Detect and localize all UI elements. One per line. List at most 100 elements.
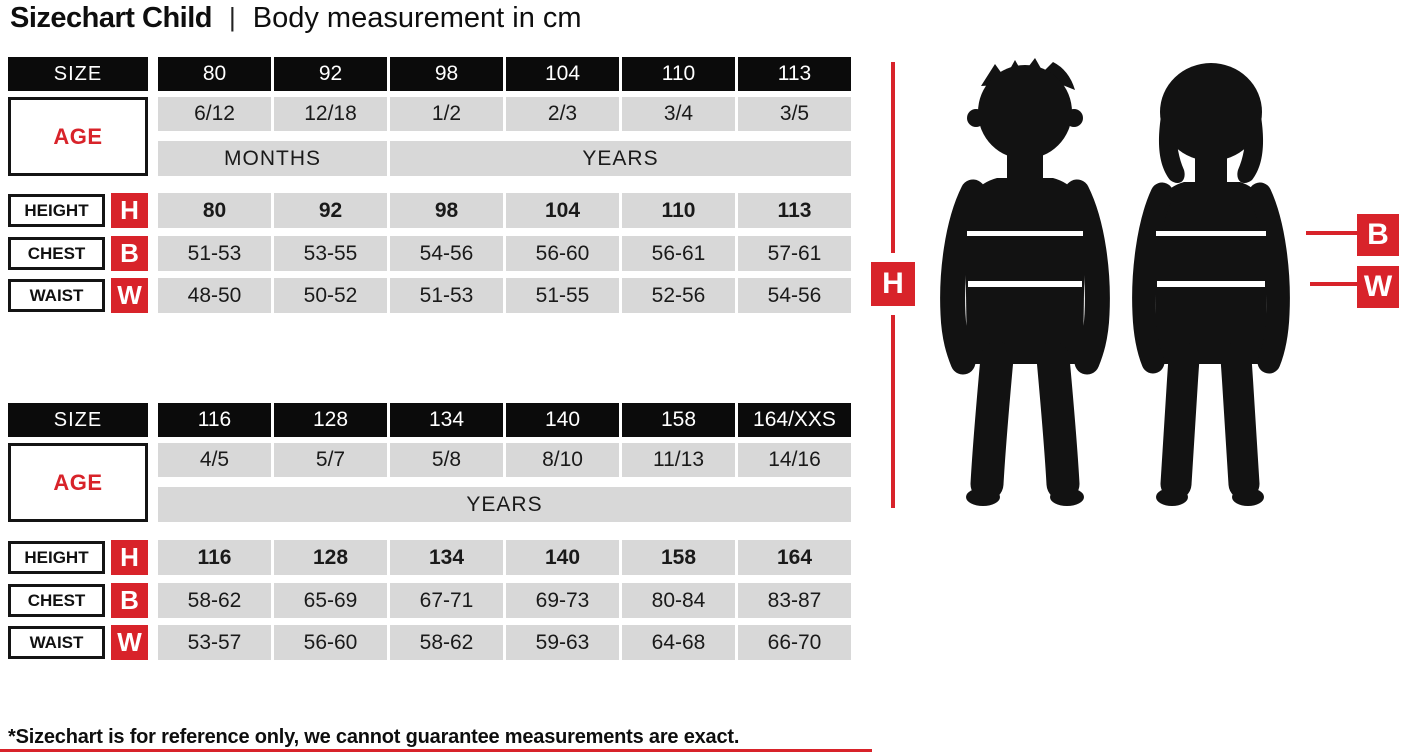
age-cell: 2/3 [506,97,619,131]
age-cell: 4/5 [158,443,271,477]
size-cell: 104 [506,57,619,91]
table1-chest-label: CHEST [8,237,105,270]
table1-size-label: SIZE [8,57,148,91]
table1-waist-letter: W [111,278,148,313]
size-cell: 164/XXS [738,403,851,437]
table1-age-label: AGE [8,97,148,176]
height-cell: 140 [506,540,619,575]
chest-cell: 54-56 [390,236,503,271]
boy-waist-line [968,281,1082,287]
age-unit-years: YEARS [390,141,851,176]
age-cell: 3/5 [738,97,851,131]
height-cell: 104 [506,193,619,228]
chest-cell: 56-61 [622,236,735,271]
title-main: Sizechart Child [10,2,213,34]
table2-waist-row: 53-57 56-60 58-62 59-63 64-68 66-70 [158,625,851,660]
age-unit-months: MONTHS [158,141,387,176]
age-cell: 14/16 [738,443,851,477]
height-cell: 110 [622,193,735,228]
height-measure-line-bottom [891,315,895,508]
chest-cell: 65-69 [274,583,387,618]
chest-cell: 69-73 [506,583,619,618]
table2-height-row: 116 128 134 140 158 164 [158,540,851,575]
waist-cell: 64-68 [622,625,735,660]
table2-height-letter: H [111,540,148,575]
boy-chest-line [967,231,1083,236]
age-cell: 3/4 [622,97,735,131]
table2-height-label: HEIGHT [8,541,105,574]
table2-chest-letter: B [111,583,148,618]
height-cell: 134 [390,540,503,575]
height-cell: 98 [390,193,503,228]
size-cell: 92 [274,57,387,91]
age-cell: 6/12 [158,97,271,131]
waist-cell: 59-63 [506,625,619,660]
chest-badge: B [1357,214,1399,256]
chest-cell: 58-62 [158,583,271,618]
chest-cell: 51-53 [158,236,271,271]
size-cell: 134 [390,403,503,437]
age-cell: 1/2 [390,97,503,131]
table1-waist-row: 48-50 50-52 51-53 51-55 52-56 54-56 [158,278,851,313]
waist-cell: 56-60 [274,625,387,660]
waist-cell: 66-70 [738,625,851,660]
page-title: Sizechart Child | Body measurement in cm [10,2,582,35]
table2-age-label: AGE [8,443,148,522]
girl-waist-line [1157,281,1265,287]
table1-chest-row: 51-53 53-55 54-56 56-60 56-61 57-61 [158,236,851,271]
age-cell: 5/8 [390,443,503,477]
table2-chest-label: CHEST [8,584,105,617]
waist-cell: 58-62 [390,625,503,660]
table2-size-label: SIZE [8,403,148,437]
size-cell: 98 [390,57,503,91]
size-cell: 128 [274,403,387,437]
table1-chest-letter: B [111,236,148,271]
waist-cell: 53-57 [158,625,271,660]
table1-height-letter: H [111,193,148,228]
disclaimer-note: *Sizechart is for reference only, we can… [8,726,740,748]
waist-cell: 54-56 [738,278,851,313]
chest-cell: 83-87 [738,583,851,618]
table2-chest-row: 58-62 65-69 67-71 69-73 80-84 83-87 [158,583,851,618]
table1-size-row: 80 92 98 104 110 113 [158,57,851,91]
waist-measure-line [1310,282,1357,286]
waist-cell: 48-50 [158,278,271,313]
table2-age-row: 4/5 5/7 5/8 8/10 11/13 14/16 [158,443,851,477]
boy-silhouette-icon [940,58,1110,506]
size-cell: 140 [506,403,619,437]
waist-cell: 50-52 [274,278,387,313]
table2-size-row: 116 128 134 140 158 164/XXS [158,403,851,437]
bottom-rule [0,749,872,752]
height-cell: 116 [158,540,271,575]
age-cell: 11/13 [622,443,735,477]
height-cell: 128 [274,540,387,575]
height-cell: 164 [738,540,851,575]
height-cell: 92 [274,193,387,228]
age-cell: 12/18 [274,97,387,131]
waist-badge: W [1357,266,1399,308]
height-badge: H [871,262,915,306]
waist-cell: 52-56 [622,278,735,313]
height-measure-line-top [891,62,895,253]
table1-height-row: 80 92 98 104 110 113 [158,193,851,228]
table1-age-unit-row: MONTHS YEARS [158,141,851,176]
waist-cell: 51-55 [506,278,619,313]
height-cell: 158 [622,540,735,575]
size-cell: 113 [738,57,851,91]
size-cell: 80 [158,57,271,91]
size-cell: 116 [158,403,271,437]
waist-cell: 51-53 [390,278,503,313]
table2-waist-letter: W [111,625,148,660]
title-separator: | [229,2,236,32]
age-unit-years: YEARS [158,487,851,522]
chest-cell: 67-71 [390,583,503,618]
title-subtitle: Body measurement in cm [252,2,582,34]
height-cell: 113 [738,193,851,228]
age-cell: 5/7 [274,443,387,477]
size-cell: 110 [622,57,735,91]
age-cell: 8/10 [506,443,619,477]
table1-age-row: 6/12 12/18 1/2 2/3 3/4 3/5 [158,97,851,131]
chest-cell: 80-84 [622,583,735,618]
size-cell: 158 [622,403,735,437]
